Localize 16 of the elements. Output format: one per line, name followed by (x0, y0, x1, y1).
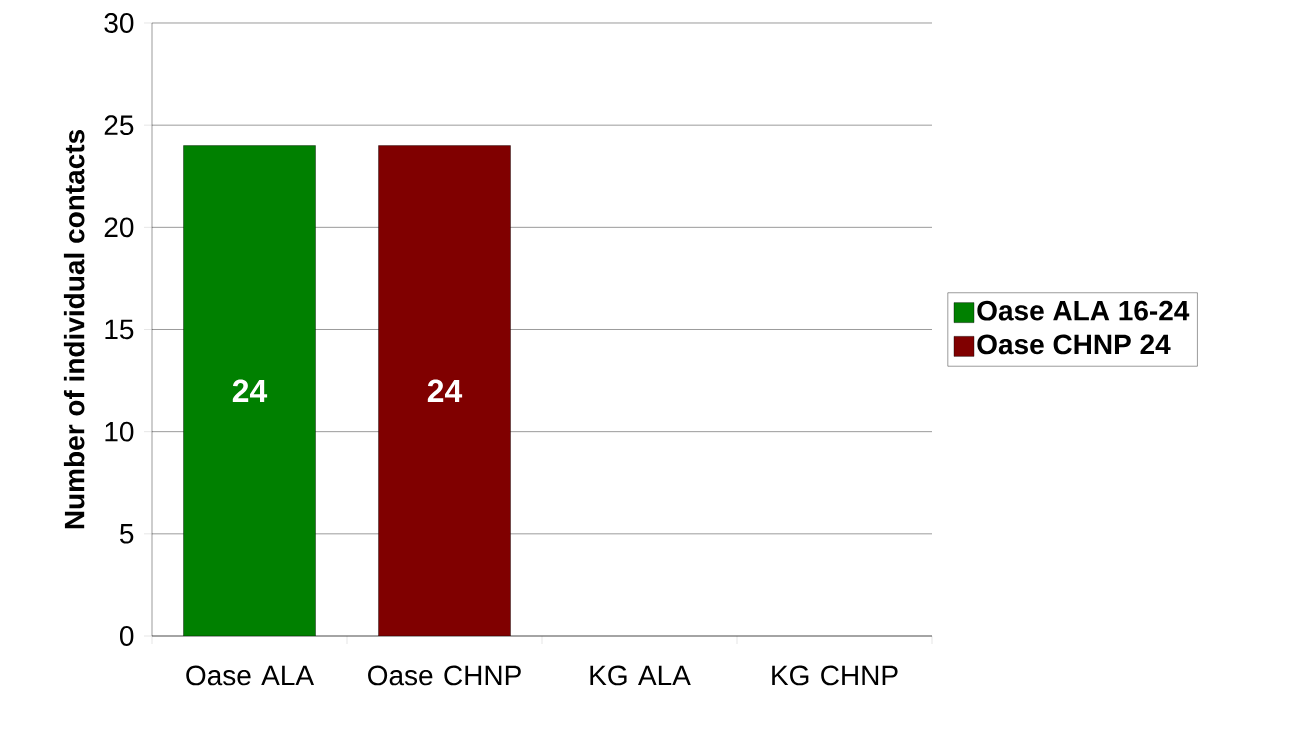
y-tick-label: 25 (104, 115, 134, 136)
data-label: 24 (427, 379, 463, 402)
y-tick-label: 20 (104, 217, 134, 238)
x-tick-label: Oase ALA (186, 665, 315, 686)
y-axis-title: Number of individual contacts (63, 129, 85, 529)
x-tick-label: KG CHNP (772, 665, 898, 686)
x-tick-label: Oase CHNP (368, 665, 521, 686)
legend-label: Oase CHNP 24 (977, 334, 1171, 355)
y-tick-label: 15 (105, 319, 134, 340)
data-label: 24 (232, 379, 268, 402)
y-tick-label: 0 (119, 626, 134, 646)
y-tick-label: 5 (120, 524, 134, 544)
legend-label: Oase ALA 16-24 (977, 300, 1190, 321)
x-tick-label: KG ALA (590, 665, 691, 686)
y-tick-label: 30 (104, 13, 134, 33)
y-tick-label: 10 (105, 421, 134, 442)
